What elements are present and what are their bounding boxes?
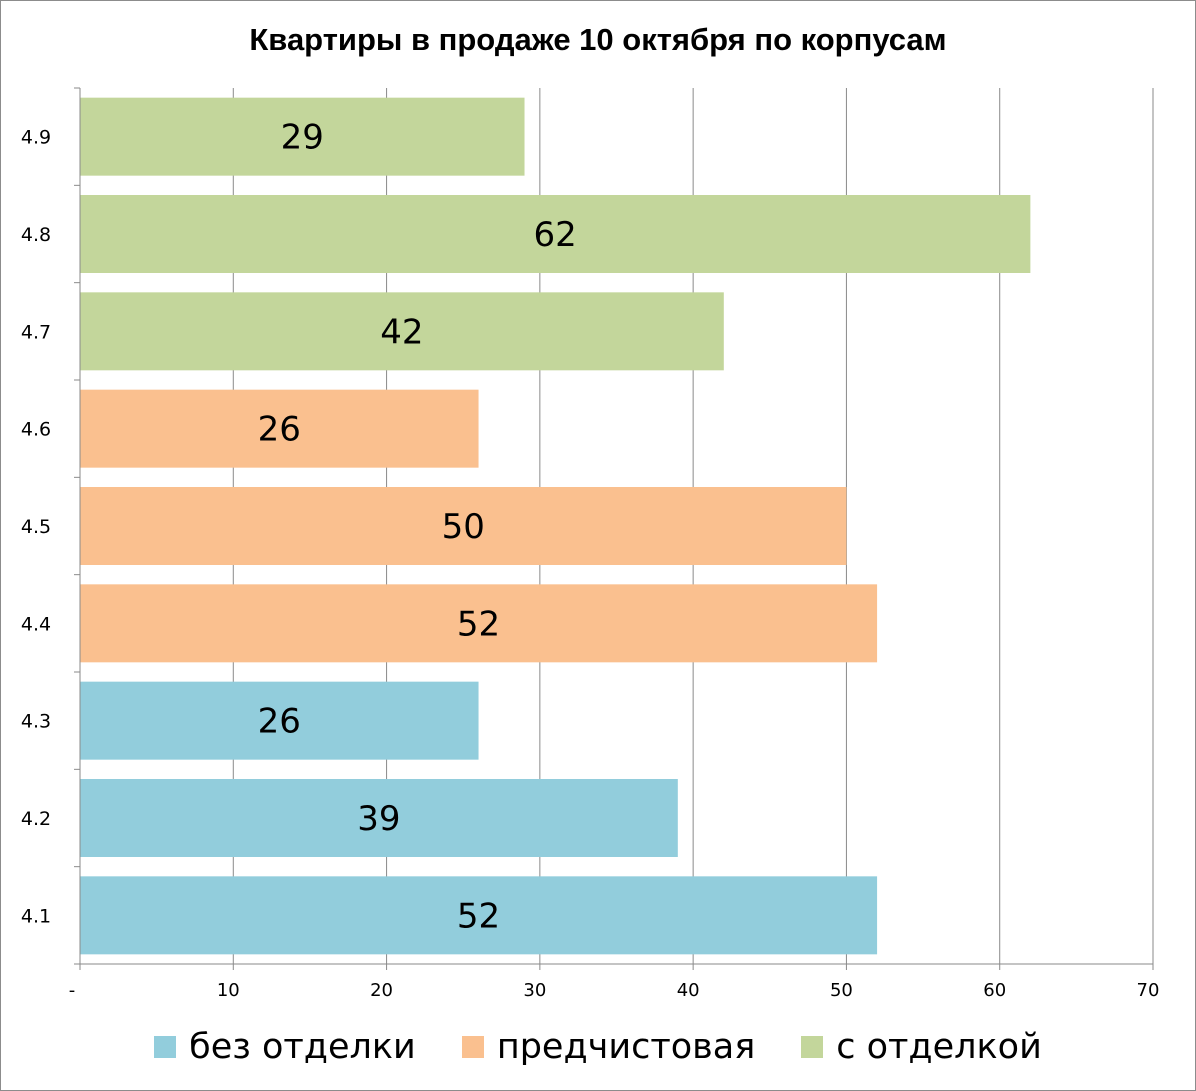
y-tick-label: 4.2 [21,808,51,830]
chart-legend: без отделки предчистовая с отделкой [0,1022,1196,1072]
x-tick-label: 30 [523,980,546,1001]
legend-swatch [801,1036,824,1058]
y-tick-label: 4.7 [21,321,51,343]
bar-4.3 [80,681,479,760]
y-tick-label: 4.5 [21,516,51,538]
x-tick-label: 50 [830,980,853,1001]
legend-item: без отделки [154,1027,416,1067]
legend-label: без отделки [189,1027,416,1067]
y-tick-label: 4.4 [21,613,51,635]
legend-swatch [154,1036,177,1058]
y-tick-label: 4.8 [21,224,51,246]
data-label-4.2: 39 [357,799,400,839]
legend-label: предчистовая [496,1027,756,1067]
bar-4.8 [80,195,1031,273]
bar-4.9 [80,97,525,176]
data-label-4.6: 26 [258,410,301,450]
x-tick-label: 70 [1137,980,1160,1001]
data-label-4.5: 50 [442,507,485,547]
data-label-4.4: 52 [457,604,500,644]
data-label-4.8: 62 [534,215,577,255]
x-tick-label: - [69,980,76,1001]
x-tick-label: 20 [370,980,393,1001]
y-tick-label: 4.9 [21,127,51,149]
y-tick-label: 4.6 [21,419,51,441]
bar-4.2 [80,779,678,857]
data-label-4.7: 42 [380,312,423,352]
legend-swatch [461,1036,484,1058]
data-label-4.1: 52 [457,896,500,936]
x-tick-label: 60 [983,980,1006,1001]
bar-4.1 [80,876,878,955]
x-tick-label: 10 [217,980,240,1001]
chart-title: Квартиры в продаже 10 октября по корпуса… [249,22,947,57]
x-tick-label: 40 [677,980,700,1001]
bar-4.6 [80,389,479,468]
legend-item: с отделкой [801,1027,1042,1067]
data-label-4.9: 29 [281,118,324,158]
bar-4.4 [80,584,878,663]
y-tick-label: 4.3 [21,711,51,733]
bar-4.5 [80,487,847,565]
bar-4.7 [80,292,724,371]
legend-label: с отделкой [836,1027,1042,1067]
y-tick-label: 4.1 [21,905,51,927]
legend-item: предчистовая [461,1027,756,1067]
data-label-4.3: 26 [258,702,301,742]
